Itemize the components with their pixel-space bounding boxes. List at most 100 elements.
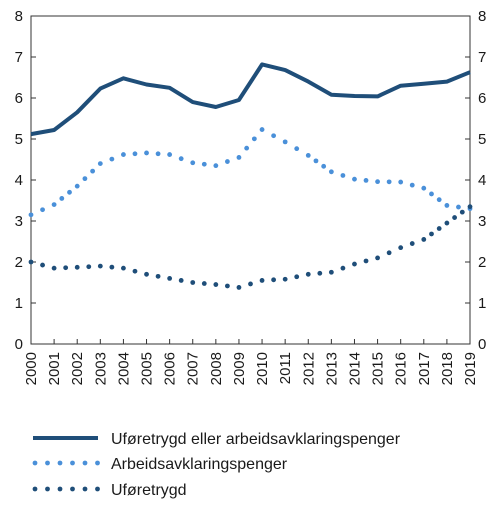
x-tick-label: 2019 <box>462 352 479 385</box>
series-dot <box>248 281 253 287</box>
series-dot <box>340 173 346 178</box>
data-point-series-1 <box>74 183 80 189</box>
series-dot <box>178 278 184 283</box>
series-dot <box>294 274 300 280</box>
data-point-series-2 <box>259 278 265 283</box>
series-dot <box>409 182 415 188</box>
series-dot <box>363 258 369 264</box>
y-tick-label-right: 6 <box>478 90 486 107</box>
series-dot <box>436 226 442 231</box>
series-dot <box>40 262 45 268</box>
y-tick-label-left: 4 <box>15 172 23 189</box>
y-tick-label-left: 1 <box>15 295 23 312</box>
series-dot <box>409 241 415 246</box>
legend-dot <box>32 460 38 466</box>
legend-dot <box>45 460 50 466</box>
series-dot <box>271 133 277 139</box>
x-tick-label: 2008 <box>208 352 225 385</box>
data-point-series-1 <box>51 202 57 208</box>
series-dot <box>90 168 96 174</box>
y-tick-label-left: 7 <box>15 49 23 66</box>
y-tick-label-left: 5 <box>15 131 23 148</box>
y-tick-label-right: 7 <box>478 49 486 66</box>
x-tick-label: 2003 <box>92 352 109 385</box>
data-point-series-1 <box>282 139 288 145</box>
series-dot <box>40 207 45 213</box>
data-point-series-2 <box>213 282 219 287</box>
series-dot <box>386 250 392 256</box>
legend-label-0: Uføretrygd eller arbeidsavklaringspenger <box>111 431 401 448</box>
series-dot <box>429 231 434 237</box>
x-tick-label: 2017 <box>416 352 433 385</box>
series-dot <box>224 159 230 164</box>
data-point-series-2 <box>352 261 357 267</box>
series-dot <box>436 197 442 203</box>
series-dot <box>386 179 392 185</box>
y-tick-label-left: 6 <box>15 90 23 107</box>
x-tick-label: 2012 <box>300 352 317 385</box>
series-dot <box>459 209 465 215</box>
data-point-series-2 <box>467 204 473 210</box>
x-tick-label: 2014 <box>346 352 363 385</box>
x-tick-label: 2010 <box>254 352 271 385</box>
data-point-series-2 <box>375 255 380 261</box>
plot-frame <box>30 15 471 345</box>
x-tick-label: 2006 <box>162 352 179 385</box>
series-dot <box>456 204 461 210</box>
legend-dot <box>82 460 88 466</box>
legend-dot <box>95 460 100 466</box>
series-layer <box>28 62 473 290</box>
data-point-series-1 <box>259 127 265 132</box>
series-dots-1 <box>28 127 473 218</box>
data-point-series-2 <box>328 269 334 275</box>
legend-dot <box>95 486 100 492</box>
series-line-0 <box>30 62 471 137</box>
y-tick-label-right: 1 <box>478 295 486 312</box>
series-dot <box>155 151 161 157</box>
legend-dot <box>70 486 75 492</box>
series-dot <box>321 163 327 169</box>
legend-dot <box>57 460 63 466</box>
series-dot <box>201 281 207 286</box>
legend-swatch-1 <box>32 460 100 466</box>
data-point-series-2 <box>144 271 149 277</box>
data-point-series-1 <box>97 161 103 167</box>
x-tick-label: 2004 <box>115 352 132 385</box>
data-point-series-1 <box>213 163 219 169</box>
data-point-series-1 <box>375 179 380 185</box>
legend-dot <box>57 486 63 492</box>
x-tick-label: 2016 <box>393 352 410 385</box>
y-tick-label-right: 4 <box>478 172 486 189</box>
data-point-series-2 <box>236 285 242 290</box>
x-tick-label: 2011 <box>277 352 294 384</box>
data-point-series-1 <box>28 212 34 218</box>
legend-dot <box>82 486 88 492</box>
x-tick-label: 2015 <box>370 352 387 385</box>
y-tick-label-left: 3 <box>15 213 23 230</box>
data-point-series-2 <box>421 237 427 242</box>
data-point-series-1 <box>352 176 357 182</box>
series-dot <box>317 270 323 276</box>
series-dot <box>363 178 369 183</box>
series-dot <box>155 273 161 279</box>
x-tick-label: 2009 <box>231 352 248 385</box>
x-tick-label: 2001 <box>46 352 63 385</box>
y-tick-label-right: 0 <box>478 336 486 353</box>
series-dot <box>67 189 72 195</box>
data-point-series-1 <box>421 185 427 191</box>
data-point-series-2 <box>97 263 103 269</box>
data-point-series-1 <box>190 160 196 166</box>
data-point-series-2 <box>398 245 404 251</box>
y-tick-label-left: 2 <box>15 254 23 271</box>
series-dot <box>86 264 92 270</box>
series-dot <box>82 176 88 182</box>
data-point-series-2 <box>305 271 311 277</box>
legend-dot <box>70 460 75 466</box>
legend-label-2: Uføretrygd <box>111 482 187 499</box>
data-point-series-1 <box>444 203 450 208</box>
data-point-series-2 <box>28 259 34 265</box>
data-point-series-2 <box>167 276 173 281</box>
x-tick-label: 2018 <box>439 352 456 385</box>
plot-border <box>30 15 471 345</box>
x-tick-label: 2000 <box>23 352 40 385</box>
